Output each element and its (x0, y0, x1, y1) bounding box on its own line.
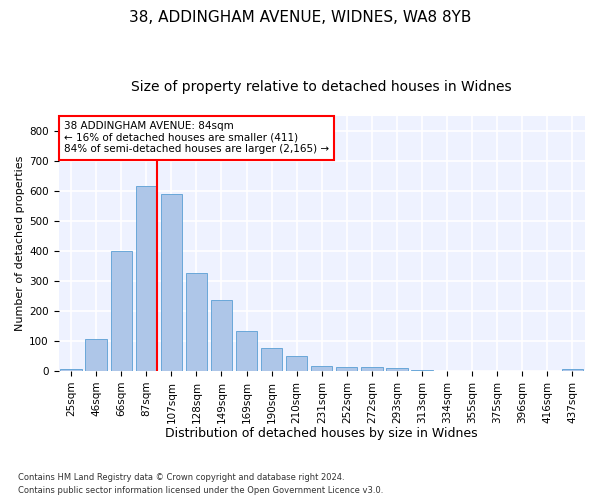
Bar (261, 348, 282, 371)
Text: Contains HM Land Registry data © Crown copyright and database right 2024.: Contains HM Land Registry data © Crown c… (18, 472, 344, 482)
Title: Size of property relative to detached houses in Widnes: Size of property relative to detached ho… (131, 80, 512, 94)
Text: 38 ADDINGHAM AVENUE: 84sqm
← 16% of detached houses are smaller (411)
84% of sem: 38 ADDINGHAM AVENUE: 84sqm ← 16% of deta… (64, 121, 329, 154)
X-axis label: Distribution of detached houses by size in Widnes: Distribution of detached houses by size … (166, 427, 478, 440)
Bar (61, 370, 82, 371)
Bar (236, 331, 257, 371)
Text: Contains public sector information licensed under the Open Government Licence v3: Contains public sector information licen… (18, 486, 383, 495)
Bar (336, 367, 358, 371)
Bar (311, 366, 332, 371)
Bar (412, 370, 433, 371)
Bar (562, 369, 583, 371)
Bar (211, 300, 232, 371)
Bar (161, 194, 182, 371)
Bar (110, 251, 132, 371)
Y-axis label: Number of detached properties: Number of detached properties (15, 156, 25, 331)
Bar (361, 367, 383, 371)
Bar (186, 272, 207, 371)
Bar (85, 339, 107, 371)
Bar (286, 356, 307, 371)
Bar (136, 186, 157, 371)
Bar (386, 368, 407, 371)
Text: 38, ADDINGHAM AVENUE, WIDNES, WA8 8YB: 38, ADDINGHAM AVENUE, WIDNES, WA8 8YB (129, 10, 471, 25)
